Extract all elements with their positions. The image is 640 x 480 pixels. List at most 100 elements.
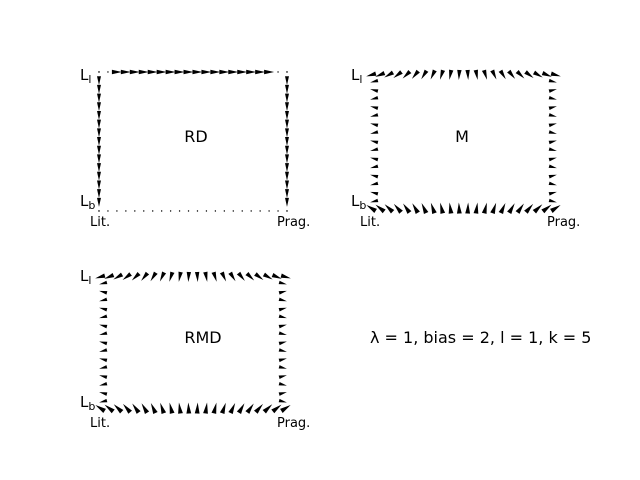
vector-arrow	[403, 203, 412, 214]
vector-arrow	[98, 210, 100, 212]
vector-arrow	[532, 70, 543, 78]
vector-arrow	[131, 271, 141, 281]
vector-arrow	[550, 71, 561, 77]
vector-arrow	[99, 324, 108, 329]
vector-arrow	[132, 403, 141, 414]
vector-arrow	[187, 210, 190, 212]
vector-arrow	[440, 202, 446, 214]
vector-arrow	[210, 69, 221, 75]
vector-arrow	[548, 147, 557, 152]
vector-arrow	[147, 69, 158, 75]
rmd-pragmatic-label: Prag.	[277, 416, 310, 431]
vector-arrow	[104, 404, 115, 414]
vector-arrow	[448, 202, 454, 214]
vector-arrow	[219, 69, 230, 75]
vector-arrow	[548, 191, 557, 196]
vector-arrow	[186, 271, 192, 282]
vector-arrow	[97, 197, 101, 207]
vector-arrow	[285, 197, 289, 207]
vector-arrow	[99, 307, 108, 312]
vector-arrow	[104, 273, 115, 279]
vector-arrow	[95, 405, 106, 414]
vector-arrow	[465, 202, 471, 214]
vector-arrow	[236, 271, 245, 281]
vector-arrow	[111, 69, 122, 75]
vector-arrow	[203, 271, 208, 282]
vector-arrow	[113, 404, 124, 414]
vector-arrow	[280, 273, 291, 279]
vector-arrow	[277, 210, 279, 212]
m-vector-field	[366, 69, 561, 215]
vector-arrow	[205, 210, 208, 212]
vector-arrow	[141, 271, 150, 281]
vector-arrow	[97, 145, 101, 155]
vector-arrow	[285, 154, 289, 164]
vector-arrow	[97, 154, 101, 164]
vector-arrow	[393, 70, 403, 78]
rmd-top-corner-label: Ll	[80, 267, 91, 287]
vector-arrow	[129, 69, 140, 75]
vector-arrow	[473, 202, 479, 214]
vector-arrow	[430, 202, 437, 214]
vector-arrow	[95, 273, 106, 279]
vector-arrow	[174, 69, 185, 75]
vector-arrow	[97, 76, 101, 86]
vector-arrow	[278, 324, 287, 329]
vector-arrow	[548, 89, 557, 93]
vector-arrow	[97, 119, 101, 129]
vector-arrow	[98, 71, 100, 73]
vector-arrow	[178, 402, 183, 414]
vector-arrow	[548, 181, 557, 186]
vector-arrow	[498, 202, 506, 215]
vector-arrow	[278, 358, 287, 363]
vector-arrow	[223, 210, 226, 212]
vector-arrow	[97, 163, 101, 173]
rmd-bottom-corner-label: Lb	[80, 393, 95, 413]
vector-arrow	[370, 106, 379, 110]
vector-arrow	[262, 272, 273, 280]
vector-arrow	[507, 69, 516, 79]
vector-arrow	[120, 69, 131, 75]
vector-arrow	[97, 189, 101, 199]
vector-arrow	[285, 189, 289, 199]
vector-arrow	[169, 271, 175, 282]
m-panel-title: M	[455, 127, 469, 146]
rmd-literal-label: Lit.	[90, 416, 110, 431]
vector-arrow	[541, 204, 552, 214]
vector-arrow	[138, 69, 149, 75]
vector-arrow	[268, 210, 270, 212]
vector-arrow	[550, 205, 561, 214]
vector-arrow	[211, 271, 217, 282]
vector-arrow	[370, 140, 379, 145]
vector-arrow	[97, 93, 101, 103]
vector-arrow	[370, 78, 379, 83]
vector-arrow	[278, 348, 287, 352]
vector-arrow	[278, 314, 287, 319]
vector-arrow	[548, 130, 557, 134]
vector-arrow	[278, 290, 287, 295]
vector-arrow	[211, 402, 217, 414]
vector-arrow	[214, 210, 217, 212]
parameters-text: λ = 1, bias = 2, l = 1, k = 5	[370, 328, 591, 347]
vector-arrow	[286, 71, 288, 73]
vector-arrow	[232, 210, 234, 212]
vector-arrow	[515, 203, 524, 214]
vector-arrow	[366, 205, 377, 214]
vector-arrow	[165, 69, 176, 75]
vector-arrow	[99, 290, 108, 295]
vector-arrow	[285, 110, 289, 120]
vector-arrow	[370, 198, 379, 203]
rd-bottom-corner-label: Lb	[80, 192, 95, 212]
vector-arrow	[99, 280, 108, 285]
vector-arrow	[116, 210, 118, 212]
vector-arrow	[393, 203, 403, 214]
vector-arrow	[255, 69, 266, 75]
vector-arrow	[99, 341, 108, 346]
m-top-corner-label: Ll	[351, 66, 362, 86]
vector-arrow	[370, 89, 379, 93]
vector-arrow	[548, 174, 557, 179]
vector-arrow	[370, 113, 379, 117]
vector-arrow	[259, 210, 261, 212]
m-literal-label: Lit.	[360, 215, 380, 230]
